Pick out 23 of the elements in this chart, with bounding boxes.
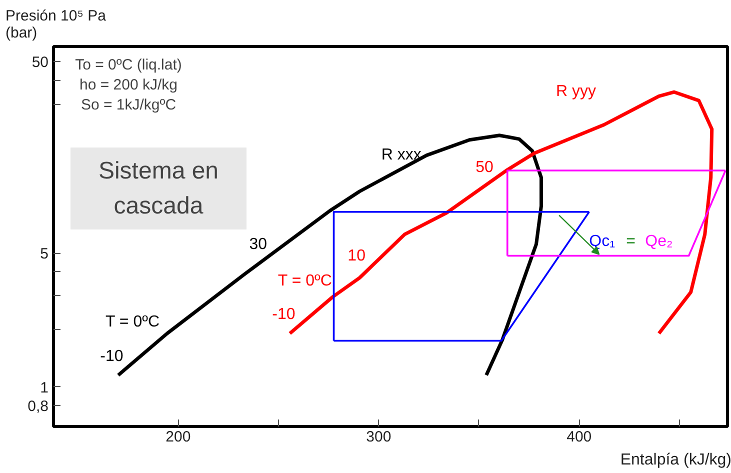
- annotation: 10: [348, 248, 366, 265]
- annotation: -10: [100, 348, 124, 365]
- annotation: To = 0ºC (liq.lat): [75, 56, 182, 74]
- y-tick-label: 0,8: [28, 398, 49, 415]
- x-tick-label: 300: [366, 428, 392, 446]
- x-tick-label: 400: [566, 428, 592, 446]
- annotation: -10: [272, 306, 296, 323]
- annotation: T = 0ºC: [278, 272, 332, 290]
- text: Sistema en cascada: [98, 157, 219, 220]
- annotation: 30: [249, 236, 268, 254]
- series-label: R xxx: [381, 146, 422, 164]
- x-axis-title: Entalpía (kJ/kg): [620, 452, 731, 468]
- annotation: T = 0ºC: [105, 313, 160, 330]
- annotation: So = 1kJ/kgºC: [80, 96, 176, 114]
- annotation: ho = 200 kJ/kg: [80, 76, 178, 94]
- y-tick-label: 50: [32, 54, 49, 72]
- y-tick-label: 1: [40, 379, 48, 396]
- y-tick-label: 5: [40, 246, 48, 263]
- annotation: 50: [476, 158, 494, 176]
- annotation: Qc₁ = Qe₂: [589, 232, 673, 250]
- x-tick-label: 200: [166, 428, 191, 446]
- y-axis-title: Presión 10⁵ Pa (bar): [6, 8, 107, 42]
- series-label: R yyy: [556, 83, 596, 100]
